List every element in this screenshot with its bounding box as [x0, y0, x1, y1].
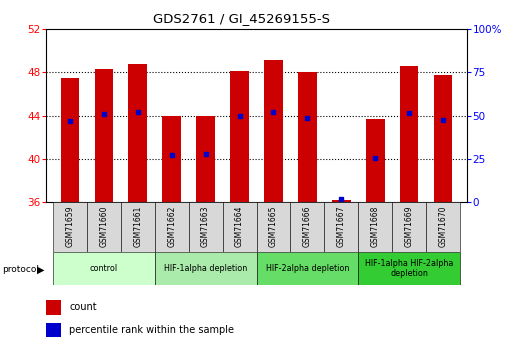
Bar [298, 72, 317, 202]
Bar [324, 202, 358, 252]
Bar [392, 202, 426, 252]
Text: GSM71666: GSM71666 [303, 205, 312, 247]
Text: GSM71669: GSM71669 [405, 205, 413, 247]
Bar [400, 66, 419, 202]
Bar [256, 202, 290, 252]
Text: GSM71667: GSM71667 [337, 205, 346, 247]
Bar [332, 200, 351, 202]
Text: percentile rank within the sample: percentile rank within the sample [69, 325, 234, 335]
Bar [358, 252, 460, 285]
Bar [223, 202, 256, 252]
Bar [61, 78, 79, 202]
Text: HIF-1alpha HIF-2alpha
depletion: HIF-1alpha HIF-2alpha depletion [365, 258, 453, 278]
Text: count: count [69, 303, 97, 313]
Text: HIF-1alpha depletion: HIF-1alpha depletion [164, 264, 247, 273]
Text: protocol: protocol [3, 265, 40, 274]
Text: GSM71660: GSM71660 [100, 205, 108, 247]
Text: HIF-2alpha depletion: HIF-2alpha depletion [266, 264, 349, 273]
Text: GSM71661: GSM71661 [133, 205, 142, 247]
Text: GSM71665: GSM71665 [269, 205, 278, 247]
Bar [46, 323, 61, 337]
Bar [53, 202, 87, 252]
Bar [230, 71, 249, 202]
Bar [121, 202, 155, 252]
Text: GDS2761 / GI_45269155-S: GDS2761 / GI_45269155-S [152, 12, 330, 25]
Bar [358, 202, 392, 252]
Bar [53, 252, 155, 285]
Bar [256, 252, 358, 285]
Bar [94, 69, 113, 202]
Bar [128, 64, 147, 202]
Text: GSM71668: GSM71668 [371, 205, 380, 247]
Bar [189, 202, 223, 252]
Text: GSM71663: GSM71663 [201, 205, 210, 247]
Text: control: control [90, 264, 118, 273]
Bar [434, 75, 452, 202]
Text: GSM71670: GSM71670 [439, 205, 447, 247]
Bar [290, 202, 324, 252]
Text: GSM71664: GSM71664 [235, 205, 244, 247]
Bar [155, 252, 256, 285]
Bar [46, 300, 61, 315]
Bar [162, 116, 181, 202]
Text: ▶: ▶ [37, 265, 45, 275]
Text: GSM71662: GSM71662 [167, 205, 176, 247]
Bar [366, 119, 385, 202]
Bar [155, 202, 189, 252]
Bar [264, 59, 283, 202]
Bar [87, 202, 121, 252]
Bar [196, 116, 215, 202]
Text: GSM71659: GSM71659 [66, 205, 74, 247]
Bar [426, 202, 460, 252]
